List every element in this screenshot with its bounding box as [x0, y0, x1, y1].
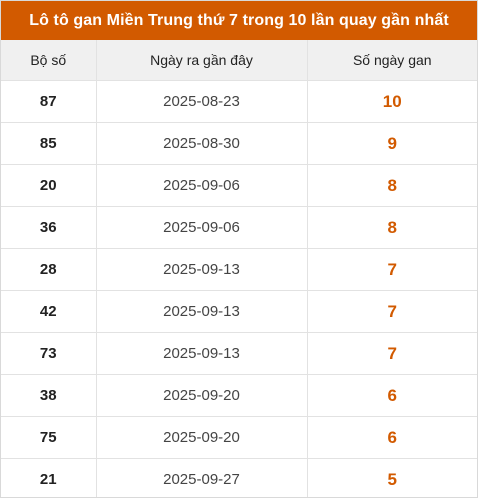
cell-number: 73 — [1, 332, 97, 375]
cell-date: 2025-09-13 — [96, 290, 308, 333]
panel-title: Lô tô gan Miền Trung thứ 7 trong 10 lần … — [1, 1, 477, 40]
cell-number: 75 — [1, 416, 97, 459]
cell-days: 9 — [307, 122, 477, 165]
cell-number: 85 — [1, 122, 97, 165]
cell-days: 7 — [307, 290, 477, 333]
cell-date: 2025-09-20 — [96, 416, 308, 459]
table-row: 87 2025-08-23 10 — [1, 80, 477, 123]
cell-date: 2025-09-20 — [96, 374, 308, 417]
cell-number: 42 — [1, 290, 97, 333]
table-row: 20 2025-09-06 8 — [1, 164, 477, 207]
table-header-row: Bộ số Ngày ra gần đây Số ngày gan — [1, 40, 477, 81]
cell-days: 8 — [307, 206, 477, 249]
cell-days: 6 — [307, 416, 477, 459]
cell-days: 6 — [307, 374, 477, 417]
cell-number: 20 — [1, 164, 97, 207]
table-row: 36 2025-09-06 8 — [1, 206, 477, 249]
table-row: 28 2025-09-13 7 — [1, 248, 477, 291]
cell-days: 5 — [387, 469, 397, 489]
header-so-ngay-gan: Số ngày gan — [307, 40, 477, 81]
cell-number: 28 — [1, 248, 97, 291]
cell-date: 2025-09-13 — [96, 332, 308, 375]
cell-days: 10 — [307, 80, 477, 123]
cell-date: 2025-08-30 — [96, 122, 308, 165]
cell-days: 7 — [307, 332, 477, 375]
table-row: 85 2025-08-30 9 — [1, 122, 477, 165]
table-row: 21 2025-09-27 5 — [1, 458, 477, 497]
cell-number: 36 — [1, 206, 97, 249]
table-row: 75 2025-09-20 6 — [1, 416, 477, 459]
cell-days: 8 — [307, 164, 477, 207]
cell-number: 87 — [1, 80, 97, 123]
cell-number: 21 — [1, 458, 97, 497]
header-ngay-ra: Ngày ra gần đây — [96, 40, 308, 81]
cell-number: 38 — [1, 374, 97, 417]
cell-days: 7 — [307, 248, 477, 291]
table-row: 73 2025-09-13 7 — [1, 332, 477, 375]
lo-gan-table: Bộ số Ngày ra gần đây Số ngày gan 87 202… — [1, 40, 477, 497]
cell-date: 2025-09-06 — [96, 206, 308, 249]
table-row: 38 2025-09-20 6 — [1, 374, 477, 417]
cell-date: 2025-09-27 — [96, 458, 308, 497]
cell-date: 2025-09-13 — [96, 248, 308, 291]
table-row: 42 2025-09-13 7 — [1, 290, 477, 333]
cell-date: 2025-09-06 — [96, 164, 308, 207]
header-bo-so: Bộ số — [1, 40, 97, 81]
cell-date: 2025-08-23 — [96, 80, 308, 123]
